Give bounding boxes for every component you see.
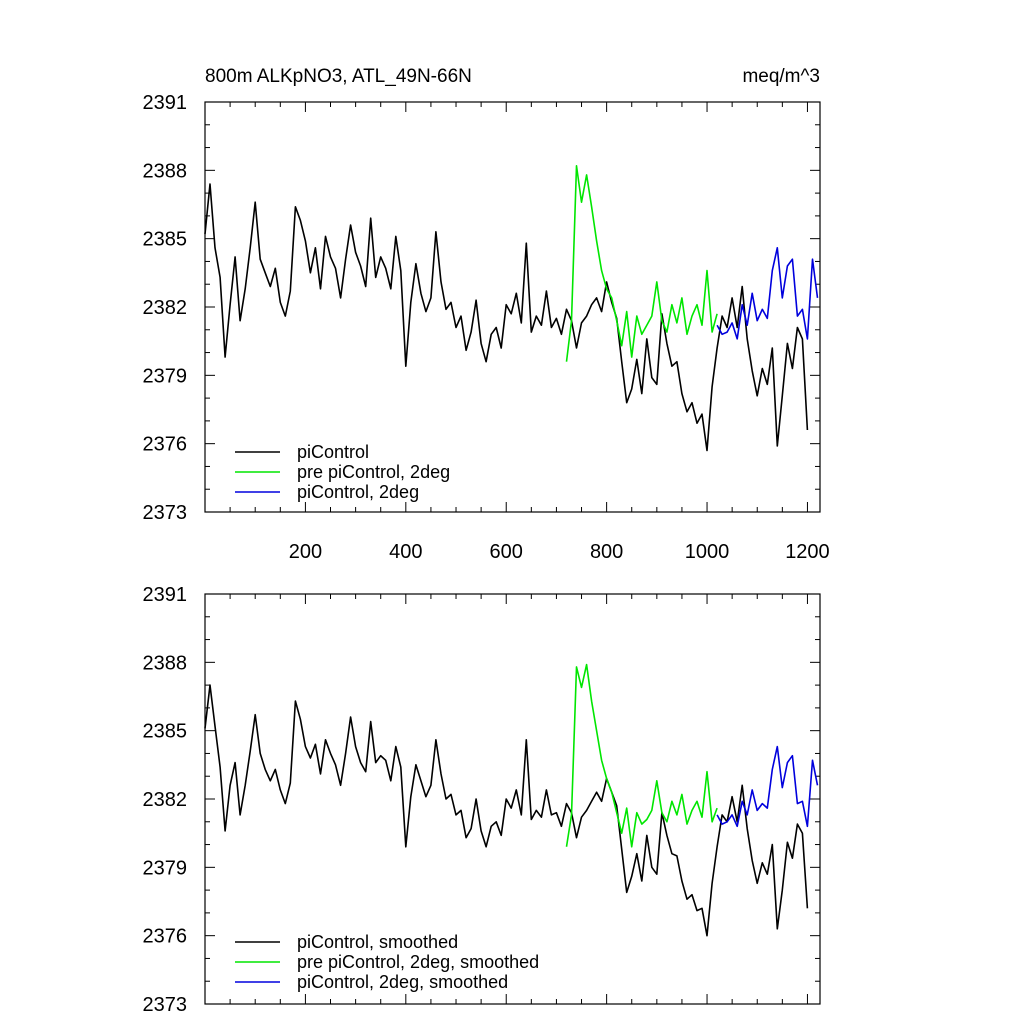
series-line-2 — [716, 745, 819, 828]
series-line-1 — [565, 165, 718, 362]
legend-label: piControl — [297, 442, 369, 462]
y-tick-label: 2391 — [143, 92, 188, 114]
legend-label: piControl, 2deg — [297, 482, 419, 502]
series-line-0 — [204, 684, 809, 937]
x-axis: 200 400 600 800 1000 1200 — [204, 102, 830, 563]
y-tick-label: 2391 — [143, 584, 188, 606]
y-tick-label: 2382 — [143, 297, 188, 319]
x-tick-label: 200 — [289, 541, 322, 563]
series-line-0 — [204, 183, 809, 452]
x-axis — [204, 594, 808, 1004]
series-line-2 — [716, 247, 819, 340]
y-tick-label: 2382 — [143, 789, 188, 811]
y-axis: 2373 2376 2379 2382 2385 2388 2391 — [143, 584, 820, 1016]
legend-label: pre piControl, 2deg, smoothed — [297, 952, 539, 972]
legend-label: pre piControl, 2deg — [297, 462, 450, 482]
y-axis: 2373 2376 2379 2382 2385 2388 2391 — [143, 92, 820, 524]
series-layer — [204, 165, 819, 452]
chart-title-right: meq/m^3 — [742, 66, 820, 87]
y-tick-label: 2385 — [143, 229, 188, 251]
x-tick-label: 1200 — [785, 541, 830, 563]
y-tick-label: 2373 — [143, 502, 188, 524]
y-tick-label: 2379 — [143, 365, 188, 387]
series-layer — [204, 663, 819, 937]
chart-panel-bottom: 2373 2376 2379 2382 2385 2388 2391 piControl, … — [143, 584, 821, 1016]
x-tick-label: 400 — [389, 541, 422, 563]
y-tick-label: 2373 — [143, 994, 188, 1016]
y-tick-label: 2376 — [143, 434, 188, 456]
y-tick-label: 2379 — [143, 857, 188, 879]
x-tick-label: 800 — [590, 541, 623, 563]
x-tick-label: 600 — [490, 541, 523, 563]
y-tick-label: 2388 — [143, 160, 188, 182]
x-tick-label: 1000 — [685, 541, 730, 563]
chart-title-left: 800m ALKpNO3, ATL_49N-66N — [205, 66, 472, 87]
y-tick-label: 2376 — [143, 926, 188, 948]
y-tick-label: 2385 — [143, 721, 188, 743]
y-tick-label: 2388 — [143, 652, 188, 674]
series-line-1 — [565, 663, 718, 848]
legend-label: piControl, smoothed — [297, 932, 458, 952]
chart-panel-top: 800m ALKpNO3, ATL_49N-66N meq/m^3 237323… — [143, 66, 830, 563]
legend-label: piControl, 2deg, smoothed — [297, 972, 508, 992]
